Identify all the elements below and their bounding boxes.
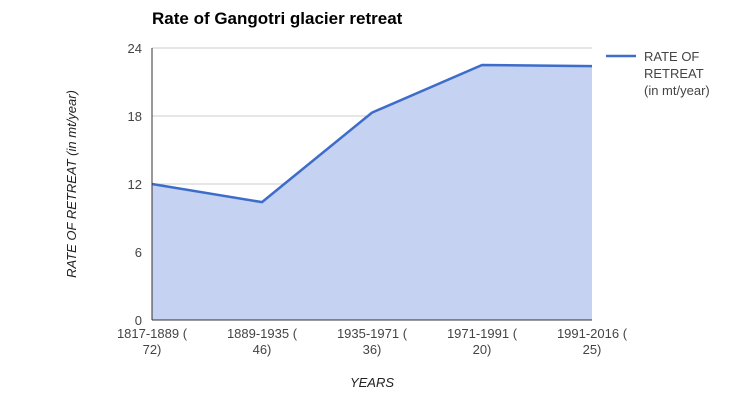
x-tick-label: 1817-1889 (72): [117, 326, 188, 357]
chart-title: Rate of Gangotri glacier retreat: [152, 9, 403, 28]
y-axis-title: RATE OF RETREAT (in mt/year): [64, 90, 79, 278]
y-tick-labels: 0 6 12 18 24: [128, 41, 142, 328]
x-tick-label: 1971-1991 (20): [447, 326, 518, 357]
legend: RATE OF RETREAT (in mt/year): [606, 49, 710, 98]
y-tick-label: 12: [128, 177, 142, 192]
legend-label: RATE OF RETREAT (in mt/year): [644, 49, 710, 98]
x-tick-label: 1889-1935 (46): [227, 326, 298, 357]
y-tick-label: 6: [135, 245, 142, 260]
series-area: [151, 48, 593, 321]
y-tick-label: 24: [128, 41, 142, 56]
x-tick-label: 1935-1971 (36): [337, 326, 408, 357]
x-tick-labels: 1817-1889 (72) 1889-1935 (46) 1935-1971 (3…: [117, 326, 628, 357]
series-area-fill: [152, 65, 592, 320]
y-tick-label: 18: [128, 109, 142, 124]
y-tick-label: 0: [135, 313, 142, 328]
x-axis-title: YEARS: [350, 375, 394, 390]
x-tick-label: 1991-2016 (25): [557, 326, 628, 357]
